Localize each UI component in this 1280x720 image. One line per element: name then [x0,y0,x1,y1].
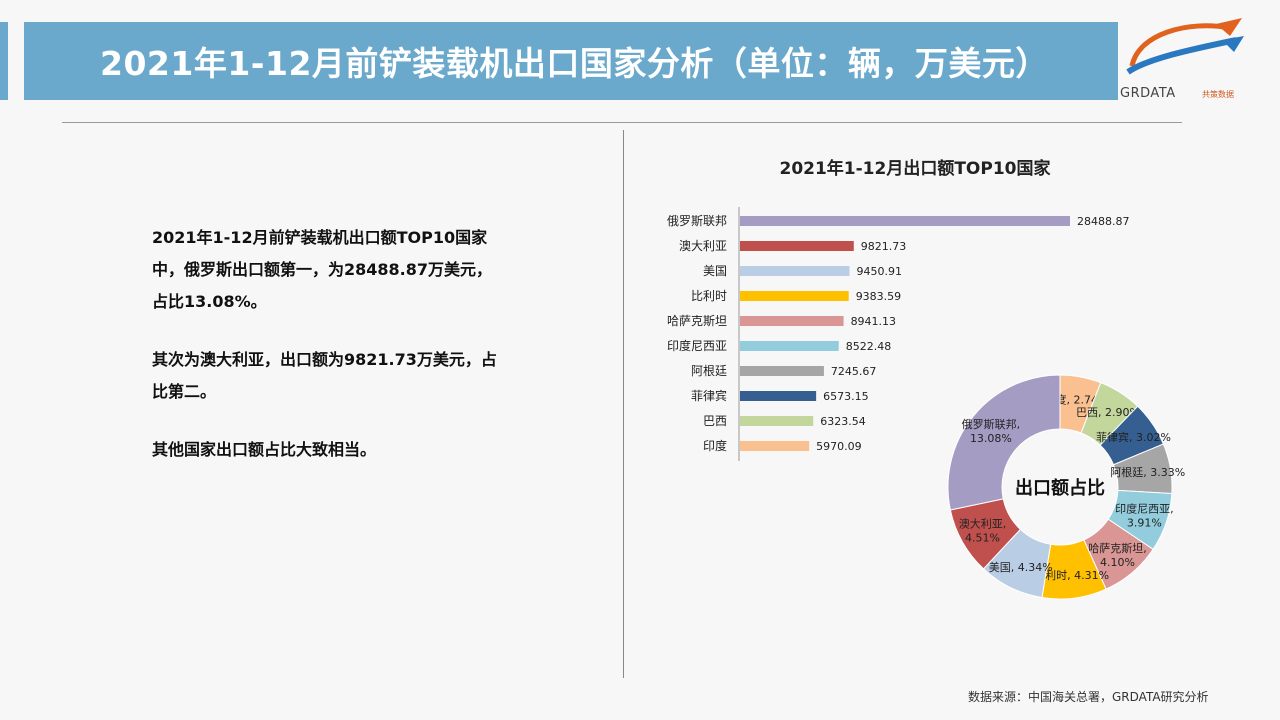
summary-paragraph-1: 2021年1-12月前铲装载机出口额TOP10国家中，俄罗斯出口额第一，为284… [152,228,493,311]
bar [740,291,849,301]
summary-paragraph-2: 其次为澳大利亚，出口额为9821.73万美元，占比第二。 [152,350,497,401]
bar-value-label: 9450.91 [856,265,902,278]
bar-value-label: 8941.13 [851,315,897,328]
bar [740,441,810,451]
bar-value-label: 9821.73 [861,240,907,253]
left-edge-accent [0,22,8,100]
bar-category-label: 巴西 [703,414,727,428]
bar [740,316,844,326]
bar [740,416,814,426]
donut-chart: 印度, 2.74%巴西, 2.90%菲律宾, 3.02%阿根廷, 3.33%印度… [947,374,1185,600]
bar-category-label: 俄罗斯联邦 [667,214,727,228]
bar-category-label: 哈萨克斯坦 [667,314,727,328]
bar-chart: 俄罗斯联邦 28488.87 澳大利亚 9821.73 美国 9450.91 比利时 9383… [667,207,1130,461]
bar-category-label: 印度 [703,438,727,453]
bar-value-label: 7245.67 [831,365,877,378]
donut-slice-label: 澳大利亚, 4.51% [959,517,1007,545]
page-title: 2021年1-12月前铲装载机出口国家分析（单位：辆，万美元） [100,44,1049,83]
bar-category-label: 比利时 [691,289,727,303]
bar-category-label: 菲律宾 [691,388,727,403]
donut-slice-label: 菲律宾, 3.02% [1096,430,1171,444]
bar [740,391,817,401]
logo-sub-text: 共策数据 [1202,90,1234,99]
bar [740,266,850,276]
bar-value-label: 8522.48 [846,340,892,353]
bar [740,366,824,376]
donut-slice-label: 比利时, 4.31% [1034,569,1109,582]
bar-category-label: 阿根廷 [691,364,727,378]
grdata-logo: GRDATA 共策数据 [1118,14,1248,104]
donut-slice [947,374,1061,511]
donut-slice-label: 阿根廷, 3.33% [1110,465,1185,479]
data-source: 数据来源：中国海关总署，GRDATA研究分析 [968,690,1209,704]
horizontal-divider [62,122,1182,123]
bar-category-label: 印度尼西亚 [667,338,727,353]
bar-value-label: 9383.59 [856,290,902,303]
bar-category-label: 澳大利亚 [679,239,727,253]
bar-category-label: 美国 [703,264,727,278]
summary-paragraph-3: 其他国家出口额占比大致相当。 [152,440,377,459]
bar-value-label: 6323.54 [820,415,866,428]
title-bar: 2021年1-12月前铲装载机出口国家分析（单位：辆，万美元） [24,22,1118,100]
summary-text: 2021年1-12月前铲装载机出口额TOP10国家中，俄罗斯出口额第一，为284… [152,222,502,492]
vertical-divider [623,130,624,678]
donut-center-label: 出口额占比 [1015,477,1105,499]
bar-value-label: 5970.09 [816,440,862,453]
bar [740,216,1070,226]
donut-slice-label: 俄罗斯联邦, 13.08% [962,418,1021,445]
bar-value-label: 28488.87 [1077,215,1130,228]
logo-brand-text: GRDATA [1120,86,1176,101]
bar-chart-title: 2021年1-12月出口额TOP10国家 [779,159,1051,179]
bar [740,241,854,251]
logo-swoosh-icon [1126,18,1244,75]
donut-slice-label: 哈萨克斯坦, 4.10% [1088,541,1147,569]
bar [740,341,839,351]
donut-slice-label: 印度尼西亚, 3.91% [1115,501,1174,529]
bar-value-label: 6573.15 [823,390,869,403]
donut-slice-label: 巴西, 2.90% [1076,406,1140,419]
donut-slice-label: 美国, 4.34% [989,561,1053,574]
